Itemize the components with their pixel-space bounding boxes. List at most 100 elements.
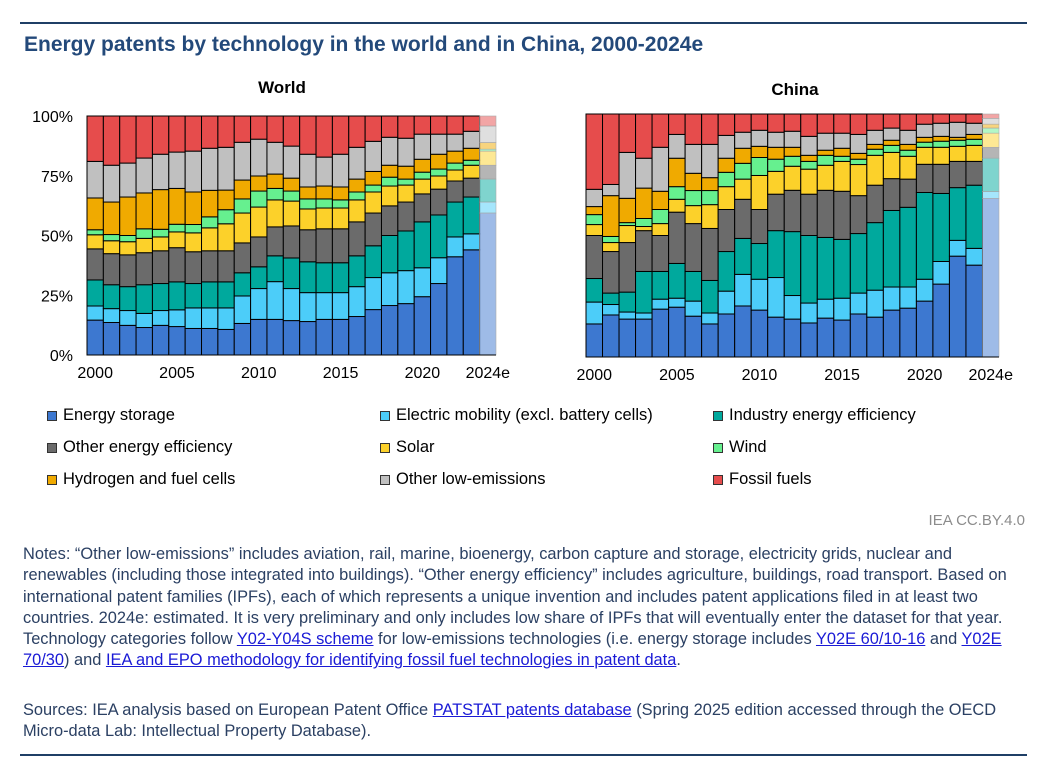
china-bar-2001-other-low-emissions <box>602 183 620 197</box>
china-bar-2012-other-low-emissions <box>783 130 802 148</box>
world-bar-2022-electric-mobility-excl-battery-cells- <box>446 236 464 258</box>
world-bar-2011-hydrogen-and-fuel-cells <box>266 173 284 189</box>
world-bar-2002-solar <box>119 241 137 256</box>
world-bar-2020-hydrogen-and-fuel-cells <box>413 158 432 173</box>
legend-item-fossil-fuels: Fossil fuels <box>713 470 812 489</box>
china-bar-2021-energy-storage <box>932 283 950 358</box>
china-bar-2003-solar <box>635 226 653 232</box>
china-bar-2005-wind <box>668 186 686 200</box>
x-tick-label: 2024e <box>466 365 511 382</box>
world-bar-2002-other-energy-efficiency <box>119 254 137 288</box>
china-bar-2009-hydrogen-and-fuel-cells <box>734 147 752 164</box>
china-bar-2003-electric-mobility-excl-battery-cells- <box>635 312 653 320</box>
world-bar-2017-other-low-emissions <box>364 140 382 172</box>
sources: Sources: IEA analysis based on European … <box>23 700 1033 743</box>
china-bar-2002-fossil-fuels <box>618 113 637 153</box>
china-bar-2009-solar <box>734 178 752 200</box>
china-bar-2000-other-energy-efficiency <box>585 235 604 280</box>
legend-item-energy-storage: Energy storage <box>47 406 175 425</box>
china-bar-2000-wind <box>585 214 604 226</box>
china-bar-2012-solar <box>783 165 802 191</box>
world-bar-2003-energy-storage <box>135 327 153 356</box>
x-tick-label: 2000 <box>576 367 612 384</box>
legend-swatch <box>380 410 390 421</box>
world-bar-2022-other-energy-efficiency <box>446 180 464 203</box>
world-bar-2019-other-energy-efficiency <box>397 201 415 232</box>
world-bar-2011-other-energy-efficiency <box>266 226 284 257</box>
china-bar-2000-fossil-fuels <box>585 113 604 190</box>
world-bar-2020-other-low-emissions <box>413 133 432 160</box>
china-bar-2024e-other-energy-efficiency <box>982 146 1000 159</box>
china-bar-2019-other-energy-efficiency <box>899 178 917 208</box>
china-bar-2004-other-low-emissions <box>651 146 670 192</box>
china-bar-2015-hydrogen-and-fuel-cells <box>833 147 851 157</box>
world-bar-2004-hydrogen-and-fuel-cells <box>151 189 170 230</box>
world-bar-2007-energy-storage <box>201 327 219 356</box>
china-bar-2011-industry-energy-efficiency <box>767 230 785 279</box>
china-bar-2021-other-energy-efficiency <box>932 163 950 194</box>
china-bar-2004-hydrogen-and-fuel-cells <box>651 190 670 210</box>
china-bar-2020-other-low-emissions <box>915 123 934 138</box>
world-bar-2007-wind <box>201 216 219 229</box>
china-bar-2001-wind <box>602 235 620 244</box>
china-bar-2005-other-energy-efficiency <box>668 211 686 264</box>
x-tick-label: 2020 <box>405 365 441 382</box>
china-bar-2021-fossil-fuels <box>932 113 950 124</box>
world-bar-2001-other-low-emissions <box>102 164 121 203</box>
china-bar-2000-solar <box>585 224 604 237</box>
note-link[interactable]: Y02E 70/30 <box>23 630 1002 670</box>
china-bar-2024e-hydrogen-and-fuel-cells <box>982 123 1000 129</box>
legend-item-wind: Wind <box>713 438 767 457</box>
world-bar-2001-energy-storage <box>102 321 121 356</box>
world-bar-2023-other-low-emissions <box>462 130 481 149</box>
world-bar-2021-other-low-emissions <box>430 133 448 155</box>
china-bar-2011-solar <box>767 170 785 195</box>
world-bar-2016-fossil-fuels <box>348 115 366 148</box>
world-bar-2021-solar <box>430 175 448 190</box>
legend-swatch <box>380 474 390 485</box>
china-bar-2009-other-energy-efficiency <box>734 198 752 239</box>
note-text: and <box>925 630 962 649</box>
china-bar-2022-fossil-fuels <box>948 113 967 123</box>
world-bar-2004-other-energy-efficiency <box>151 250 170 285</box>
world-bar-2009-energy-storage <box>233 322 252 356</box>
china-bar-2003-fossil-fuels <box>635 113 653 159</box>
y-tick-label: 0% <box>50 348 73 365</box>
world-bar-2017-hydrogen-and-fuel-cells <box>364 170 382 186</box>
china-bar-2012-wind <box>783 155 802 167</box>
china-bar-2023-solar <box>965 144 983 162</box>
world-bar-2023-industry-energy-efficiency <box>462 196 481 235</box>
world-bar-2010-other-energy-efficiency <box>250 236 268 268</box>
world-bar-2003-hydrogen-and-fuel-cells <box>135 192 153 230</box>
china-bar-2009-fossil-fuels <box>734 113 752 133</box>
legend-swatch <box>713 442 723 453</box>
china-bar-2023-electric-mobility-excl-battery-cells- <box>965 247 983 266</box>
note-link[interactable]: PATSTAT patents database <box>432 701 632 719</box>
world-bar-2017-energy-storage <box>364 309 382 356</box>
china-bar-2020-electric-mobility-excl-battery-cells- <box>915 278 934 302</box>
china-bar-2006-other-energy-efficiency <box>684 223 703 272</box>
x-tick-label: 2024e <box>968 367 1013 384</box>
china-bar-2003-hydrogen-and-fuel-cells <box>635 187 653 219</box>
world-bar-2016-hydrogen-and-fuel-cells <box>348 178 366 193</box>
world-bar-2018-hydrogen-and-fuel-cells <box>380 164 399 178</box>
china-bar-2022-solar <box>948 145 967 162</box>
china-bar-2001-electric-mobility-excl-battery-cells- <box>602 304 620 316</box>
world-bar-2015-solar <box>331 207 350 230</box>
china-chart: 2000 2005 2010 2015 2020 2024e <box>576 113 1013 384</box>
world-bar-2008-other-low-emissions <box>217 146 235 191</box>
note-link[interactable]: Y02-Y04S scheme <box>236 630 374 649</box>
legend-item-industry-energy-efficiency: Industry energy efficiency <box>713 406 916 425</box>
world-bar-2006-industry-energy-efficiency <box>184 283 203 309</box>
china-bar-2018-other-energy-efficiency <box>882 178 901 211</box>
china-bar-2008-wind <box>717 171 736 188</box>
world-bar-2011-fossil-fuels <box>266 115 284 143</box>
legend-label: Other low-emissions <box>396 470 546 488</box>
world-bar-2019-industry-energy-efficiency <box>397 230 415 272</box>
china-bar-2011-electric-mobility-excl-battery-cells- <box>767 277 785 318</box>
world-bar-2004-electric-mobility-excl-battery-cells- <box>151 310 170 326</box>
note-link[interactable]: Y02E 60/10-16 <box>815 630 926 649</box>
note-link[interactable]: IEA and EPO methodology for identifying … <box>105 651 677 670</box>
x-tick-label: 2015 <box>824 367 860 384</box>
world-bar-2007-other-energy-efficiency <box>201 250 219 283</box>
